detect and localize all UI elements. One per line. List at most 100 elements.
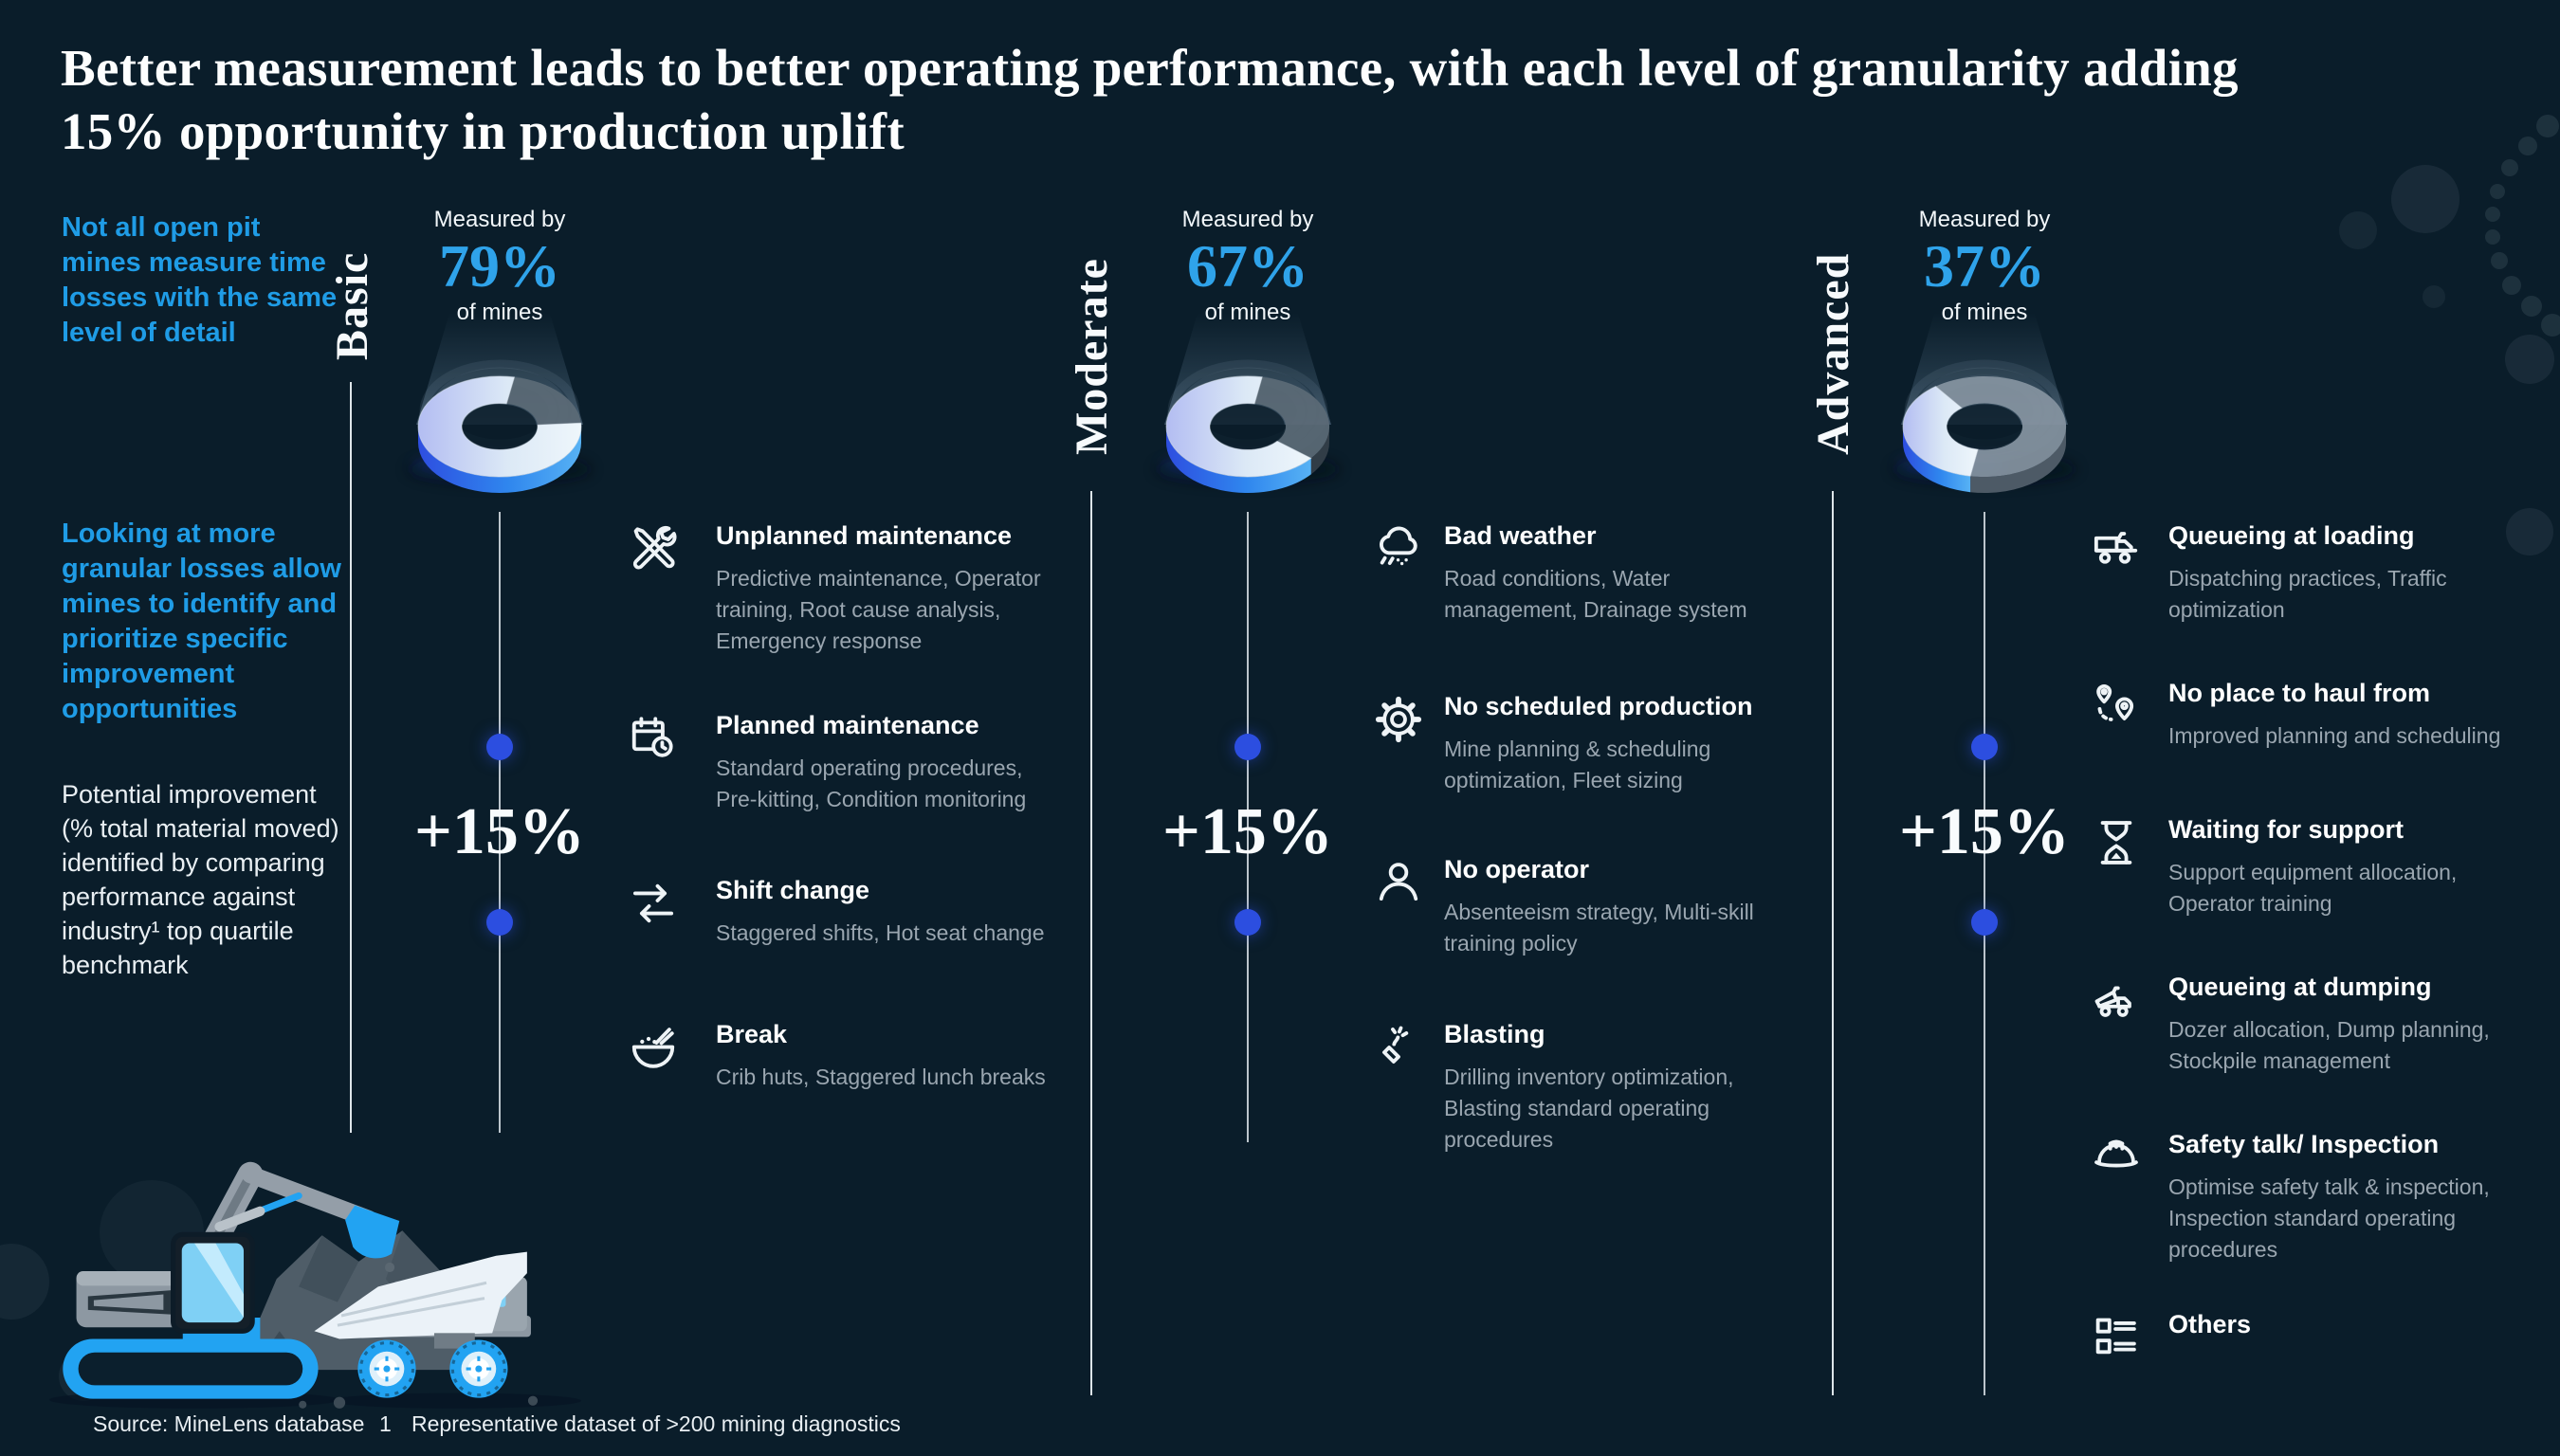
loss-item-desc: Drilling inventory optimization, Blastin… bbox=[1444, 1065, 1734, 1152]
rain-cloud-icon bbox=[1373, 523, 1424, 574]
loss-item-desc: Mine planning & scheduling optimization,… bbox=[1444, 737, 1711, 792]
decorative-circle bbox=[2490, 184, 2505, 199]
swap-arrows-icon bbox=[628, 878, 679, 929]
percent-value: 79% bbox=[439, 232, 560, 300]
checklist-icon bbox=[2091, 1312, 2142, 1363]
timeline-dot bbox=[1971, 909, 1998, 936]
loss-item-desc: Predictive maintenance, Operator trainin… bbox=[716, 566, 1041, 653]
loss-item-title: No operator bbox=[1444, 855, 1590, 883]
loss-item-basic-3: Break Crib huts, Staggered lunch breaks bbox=[628, 1020, 1050, 1183]
hard-hat-icon bbox=[2091, 1132, 2142, 1183]
loss-item-moderate-1: No scheduled production Mine planning & s… bbox=[1373, 692, 1766, 855]
decorative-circle bbox=[2505, 335, 2554, 384]
loss-item-moderate-3: Blasting Drilling inventory optimization,… bbox=[1373, 1020, 1766, 1183]
decorative-circle bbox=[2518, 136, 2537, 155]
percent-value: 67% bbox=[1187, 232, 1308, 300]
decorative-circle bbox=[2521, 296, 2542, 317]
loss-item-title: Shift change bbox=[716, 876, 870, 904]
truck-wheel bbox=[449, 1339, 508, 1398]
map-pins-icon bbox=[2091, 681, 2142, 732]
loss-item-moderate-0: Bad weather Road conditions, Water manage… bbox=[1373, 521, 1766, 684]
hourglass-icon bbox=[2091, 817, 2142, 868]
loss-item-title: Break bbox=[716, 1020, 788, 1048]
mining-illustration bbox=[49, 1161, 581, 1409]
method-note: Potential improvement (% total material … bbox=[62, 780, 339, 979]
calendar-clock-icon bbox=[628, 713, 679, 764]
loss-item-desc: Dozer allocation, Dump planning, Stockpi… bbox=[2168, 1017, 2490, 1073]
loss-item-title: No scheduled production bbox=[1444, 692, 1753, 720]
loss-item-title: Queueing at dumping bbox=[2168, 973, 2432, 1001]
loss-item-desc: Road conditions, Water management, Drain… bbox=[1444, 566, 1747, 622]
loss-item-desc: Dispatching practices, Traffic optimizat… bbox=[2168, 566, 2447, 622]
footnote-number: 1 bbox=[379, 1411, 392, 1436]
loss-item-basic-0: Unplanned maintenance Predictive maintena… bbox=[628, 521, 1050, 684]
decorative-circle bbox=[2339, 211, 2377, 249]
decorative-circle bbox=[2391, 165, 2459, 233]
timeline-dot bbox=[1234, 734, 1261, 760]
loss-item-title: Unplanned maintenance bbox=[716, 521, 1013, 550]
meal-bowl-icon bbox=[628, 1022, 679, 1073]
loss-item-title: No place to haul from bbox=[2168, 679, 2431, 707]
measured-by-label: Measured by bbox=[1181, 207, 1314, 232]
loss-item-advanced-5: Others bbox=[2091, 1310, 2521, 1456]
uplift-label: +15% bbox=[1899, 795, 2070, 868]
decorative-circle bbox=[2506, 508, 2553, 555]
dynamite-icon bbox=[1373, 1022, 1424, 1073]
loss-item-moderate-2: No operator Absenteeism strategy, Multi-s… bbox=[1373, 855, 1766, 1018]
donut-chart bbox=[1893, 359, 2076, 494]
dump-truck-icon bbox=[2091, 974, 2142, 1026]
gear-icon bbox=[1373, 694, 1424, 745]
decorative-circle bbox=[2491, 252, 2508, 269]
crossed-tools-icon bbox=[628, 523, 679, 574]
decorative-circle bbox=[2485, 207, 2500, 222]
loss-item-desc: Crib huts, Staggered lunch breaks bbox=[716, 1065, 1046, 1089]
loss-item-title: Others bbox=[2168, 1310, 2252, 1338]
source-note: Source: MineLens database bbox=[93, 1411, 365, 1436]
section-divider-basic bbox=[350, 382, 352, 1133]
decorative-circle bbox=[2485, 229, 2500, 245]
loss-item-title: Queueing at loading bbox=[2168, 521, 2415, 550]
loss-item-desc: Support equipment allocation, Operator t… bbox=[2168, 860, 2458, 916]
loss-item-title: Bad weather bbox=[1444, 521, 1597, 550]
timeline-dot bbox=[1234, 909, 1261, 936]
loss-item-title: Safety talk/ Inspection bbox=[2168, 1130, 2440, 1158]
loss-item-desc: Improved planning and scheduling bbox=[2168, 723, 2501, 748]
loss-item-desc: Absenteeism strategy, Multi-skill traini… bbox=[1444, 900, 1754, 956]
loss-item-basic-2: Shift change Staggered shifts, Hot seat c… bbox=[628, 876, 1050, 1039]
timeline-basic bbox=[499, 512, 501, 1133]
measured-by-block: Measured by 79% of mines bbox=[386, 207, 613, 326]
decorative-circle bbox=[2541, 314, 2560, 337]
loss-item-advanced-1: No place to haul from Improved planning a… bbox=[2091, 679, 2521, 842]
loss-item-advanced-0: Queueing at loading Dispatching practices… bbox=[2091, 521, 2521, 684]
decorative-circle bbox=[2423, 285, 2445, 308]
loss-item-advanced-3: Queueing at dumping Dozer allocation, Dum… bbox=[2091, 973, 2521, 1136]
of-mines-label: of mines bbox=[1941, 300, 2028, 325]
loss-item-title: Waiting for support bbox=[2168, 815, 2404, 844]
operator-person-icon bbox=[1373, 857, 1424, 908]
percent-value: 37% bbox=[1924, 232, 2045, 300]
decorative-circle bbox=[2501, 159, 2518, 176]
section-label-moderate: Moderate bbox=[1067, 258, 1117, 455]
section-label-advanced: Advanced bbox=[1808, 252, 1858, 455]
intro-note: Not all open pit mines measure time loss… bbox=[62, 212, 338, 348]
section-divider-moderate bbox=[1090, 491, 1092, 1395]
loss-item-desc: Staggered shifts, Hot seat change bbox=[716, 920, 1045, 945]
section-divider-advanced bbox=[1832, 491, 1834, 1395]
measured-by-block: Measured by 37% of mines bbox=[1871, 207, 2098, 326]
measured-by-block: Measured by 67% of mines bbox=[1134, 207, 1362, 326]
timeline-moderate bbox=[1247, 512, 1249, 1142]
of-mines-label: of mines bbox=[1204, 300, 1291, 325]
benefit-note: Looking at more granular losses allow mi… bbox=[62, 519, 341, 724]
decorative-circle bbox=[2502, 276, 2521, 295]
truck-wheel bbox=[357, 1339, 416, 1398]
timeline-advanced bbox=[1984, 512, 1985, 1395]
timeline-dot bbox=[1971, 734, 1998, 760]
loss-item-advanced-2: Waiting for support Support equipment all… bbox=[2091, 815, 2521, 978]
excavator-bucket bbox=[345, 1205, 400, 1259]
decorative-circle bbox=[2536, 115, 2559, 137]
loss-item-advanced-4: Safety talk/ Inspection Optimise safety t… bbox=[2091, 1130, 2521, 1293]
loss-item-title: Planned maintenance bbox=[716, 711, 979, 739]
donut-chart bbox=[408, 359, 592, 493]
haul-truck-icon bbox=[2091, 523, 2142, 574]
